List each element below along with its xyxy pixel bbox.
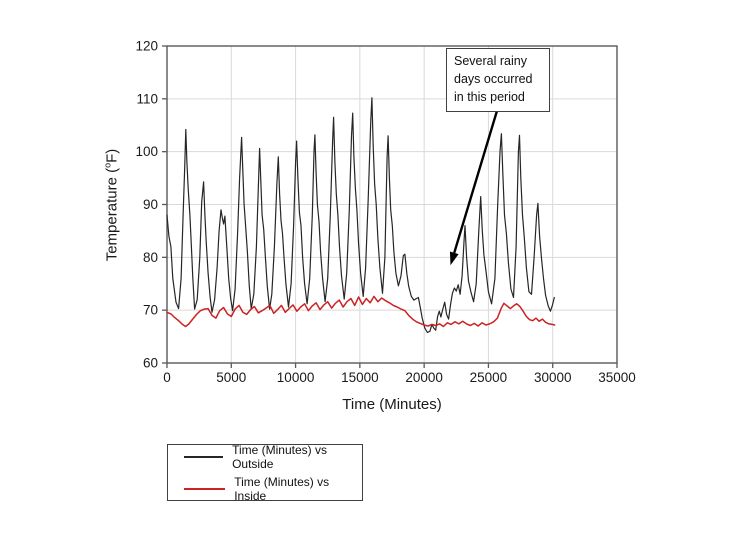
x-tick-label: 25000: [470, 370, 508, 385]
x-axis-title: Time (Minutes): [342, 396, 442, 413]
y-axis-title-prefix: Temperature (: [103, 167, 121, 262]
inside-series-swatch: [184, 487, 226, 490]
x-tick-label: 15000: [341, 370, 379, 385]
annotation-arrow-line: [453, 109, 499, 254]
y-axis-title-degree: o: [102, 162, 113, 168]
y-axis-title-suffix: F): [103, 148, 121, 163]
y-tick-label: 90: [143, 197, 158, 212]
legend-entry-inside: Time (Minutes) vs Inside: [184, 475, 362, 503]
x-tick-label: 5000: [216, 370, 246, 385]
x-tick-label: 0: [163, 370, 171, 385]
annotation-arrowhead: [449, 251, 459, 266]
legend-label-inside: Time (Minutes) vs Inside: [234, 474, 330, 503]
outside-series-swatch: [184, 455, 224, 458]
y-tick-label: 100: [135, 144, 158, 159]
legend-label-outside: Time (Minutes) vs Outside: [232, 442, 327, 471]
y-tick-label: 80: [143, 250, 158, 265]
x-tick-label: 20000: [405, 370, 443, 385]
y-tick-label: 110: [136, 91, 158, 106]
outside-series-line: [166, 97, 555, 333]
annotation-callout: Several rainy days occurred in this peri…: [446, 48, 550, 113]
y-axis-title: Temperature (oF): [103, 47, 123, 364]
inside-series-line: [166, 295, 556, 328]
annotation-text: Several rainy days occurred in this peri…: [454, 54, 533, 104]
legend-entry-outside: Time (Minutes) vs Outside: [184, 443, 362, 471]
legend: Time (Minutes) vs Outside Time (Minutes)…: [167, 443, 363, 503]
y-tick-label: 60: [143, 356, 158, 371]
x-tick-label: 35000: [598, 370, 636, 385]
x-tick-label: 30000: [534, 370, 572, 385]
y-tick-label: 70: [143, 303, 158, 318]
y-tick-label: 120: [135, 39, 158, 54]
x-tick-label: 10000: [277, 370, 315, 385]
